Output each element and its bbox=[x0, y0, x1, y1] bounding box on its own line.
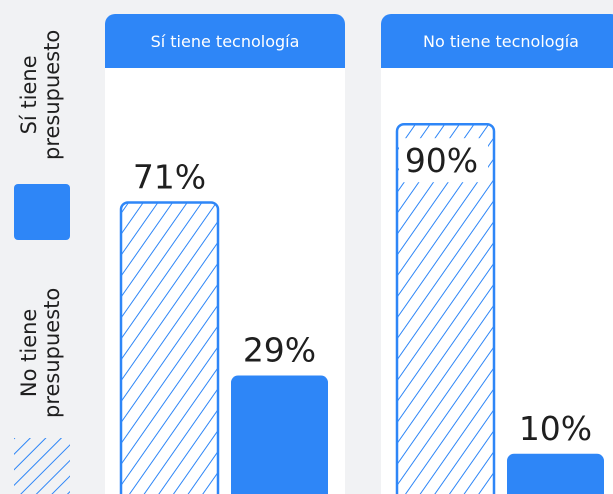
value-label: 10% bbox=[519, 409, 592, 448]
bar-si-tiene-presupuesto bbox=[231, 375, 328, 494]
panel-title: No tiene tecnología bbox=[381, 14, 613, 68]
legend-swatch-hatched bbox=[14, 438, 70, 494]
bar-chart-si-tiene-tecnologia: 71% 29% bbox=[119, 157, 328, 494]
legend-swatch-solid bbox=[14, 184, 70, 240]
legend-label-no-tiene-presupuesto: No tiene presupuesto bbox=[17, 287, 64, 418]
value-label: 90% bbox=[405, 141, 478, 180]
value-label: 71% bbox=[133, 157, 206, 196]
legend-label-si-tiene-presupuesto: Sí tiene presupuesto bbox=[17, 29, 64, 160]
value-label: 29% bbox=[243, 331, 316, 370]
bar-si-tiene-presupuesto bbox=[507, 453, 604, 494]
chart-panel-no-tiene-tecnologia: No tiene tecnología 90% 10% bbox=[381, 14, 613, 494]
bar-chart-no-tiene-tecnologia: 90% 10% bbox=[395, 122, 604, 494]
bar-no-tiene-presupuesto bbox=[395, 122, 496, 494]
value-label-background bbox=[399, 138, 488, 183]
panel-title: Sí tiene tecnología bbox=[105, 14, 345, 68]
bar-no-tiene-presupuesto bbox=[119, 201, 220, 494]
chart-panel-si-tiene-tecnologia: Sí tiene tecnología 71% 29% bbox=[105, 14, 345, 494]
